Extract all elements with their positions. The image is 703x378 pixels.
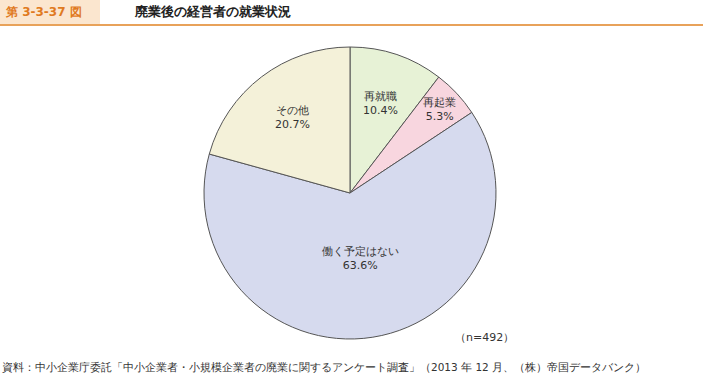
svg-text:再就職10.4%: 再就職10.4% — [363, 90, 398, 117]
html-text:廃業後の経営者の就業状況: 廃業後の経営者の就業状況 — [135, 4, 291, 19]
html-text:資料：中小企業庁委託「中小企業者・小規模企業者の廃業に関する: 資料：中小企業庁委託「中小企業者・小規模企業者の廃業に関するアンケート調査」（2… — [2, 361, 647, 373]
svg-text:再起業5.3%: 再起業5.3% — [423, 96, 456, 123]
html-text:（n=492）: （n=492） — [455, 331, 515, 344]
svg-text:その他20.7%: その他20.7% — [275, 104, 310, 131]
svg-text:働く予定はない63.6%: 働く予定はない63.6% — [322, 245, 399, 272]
html-text:第 3-3-37 図: 第 3-3-37 図 — [6, 5, 82, 19]
